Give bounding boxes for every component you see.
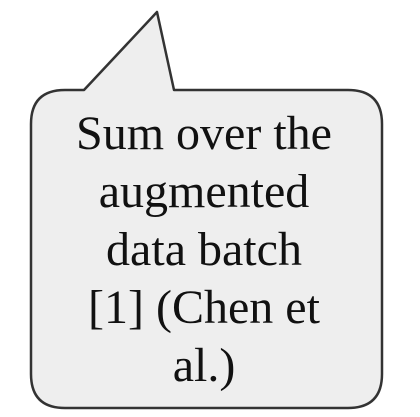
callout-text-line: Sum over the xyxy=(76,107,332,160)
callout-text-line: al.) xyxy=(172,339,236,392)
callout-text-line: augmented xyxy=(98,165,310,218)
callout-text: Sum over the augmented data batch [1] (C… xyxy=(30,92,378,408)
callout-text-line: [1] (Chen et xyxy=(88,281,320,334)
callout-text-line: data batch xyxy=(106,223,302,276)
